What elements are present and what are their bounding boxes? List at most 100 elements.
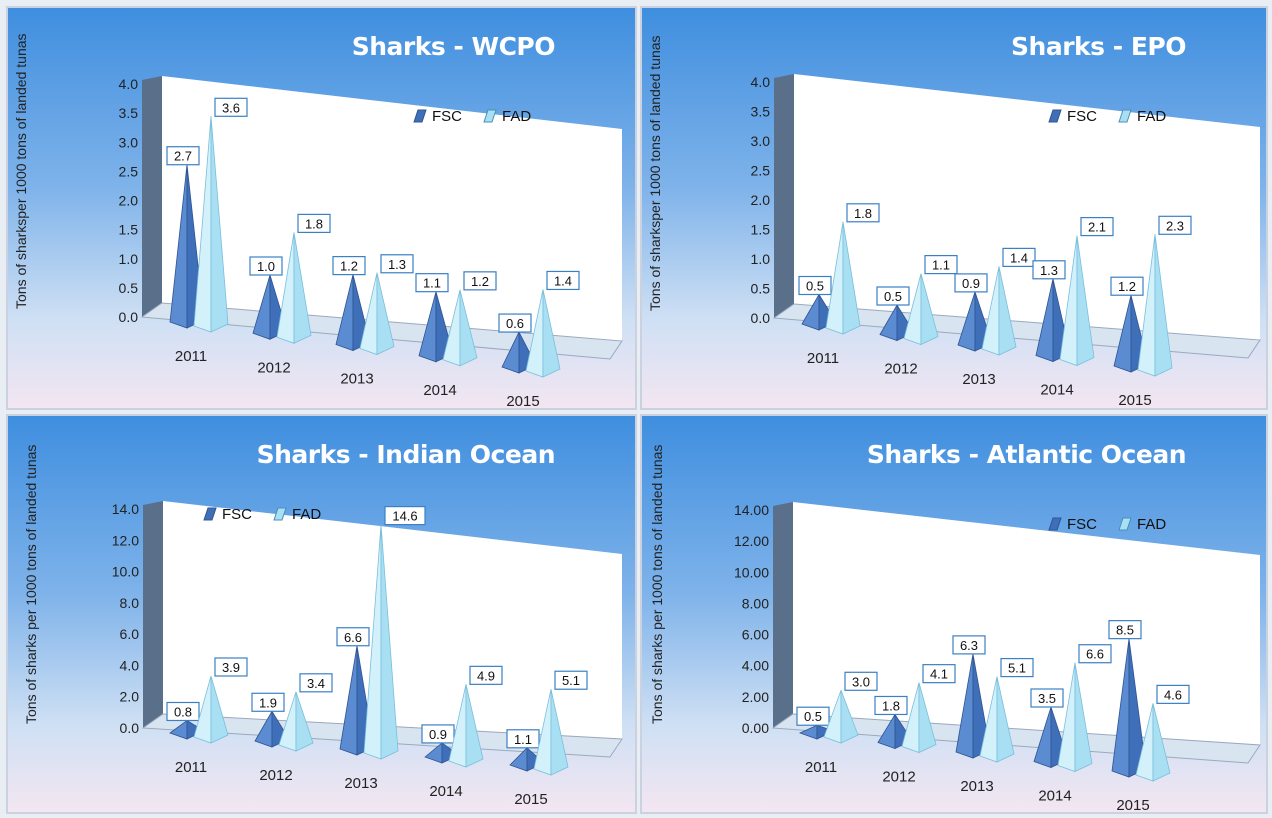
data-label: 3.9 xyxy=(214,657,248,677)
data-label-box xyxy=(214,657,248,677)
chart-title: Sharks - EPO xyxy=(1011,32,1186,61)
data-label: 2.7 xyxy=(166,146,200,166)
chart-plot-group: 0.00 2.00 4.00 6.00 8.00 10.00 12.00 14.00 0.5 3.… xyxy=(734,502,1261,812)
y-tick-label: 10.0 xyxy=(112,564,139,580)
y-axis-label: Tons of sharks per 1000 tons of landed t… xyxy=(649,445,685,724)
y-axis-label-text: Tons of sharks per 1000 tons of landed t… xyxy=(23,444,39,724)
plot-back-wall xyxy=(794,74,1260,340)
data-label: 4.6 xyxy=(1156,684,1190,704)
bar-fsc xyxy=(509,746,545,772)
data-label-text: 2.3 xyxy=(1166,218,1184,233)
data-label-box xyxy=(415,273,449,293)
data-label-text: 1.8 xyxy=(882,698,900,713)
data-label-text: 1.2 xyxy=(1118,279,1136,294)
data-label-box xyxy=(380,254,414,274)
y-tick-label: 6.00 xyxy=(742,627,769,643)
y-tick-label: 2.0 xyxy=(120,689,140,705)
data-label-box xyxy=(1002,247,1036,267)
data-label: 2.3 xyxy=(1158,215,1192,235)
plot-side-wall xyxy=(143,501,163,728)
y-axis-label-text: Tons of sharks per 1000 tons of landed t… xyxy=(649,444,665,724)
data-label: 4.1 xyxy=(922,664,956,684)
data-label-text: 5.1 xyxy=(562,673,580,688)
x-tick-label: 2015 xyxy=(1118,392,1151,409)
x-tick-label: 2011 xyxy=(807,350,839,367)
y-tick-label: 6.0 xyxy=(120,626,140,642)
data-label-text: 1.8 xyxy=(305,216,323,231)
data-label: 1.8 xyxy=(297,213,331,233)
chart-svg: 0.0 0.5 1.0 1.5 2.0 2.5 3.0 3.5 4.0 0.5 1.8 2011 0.5… xyxy=(751,74,1261,409)
chart-plot-group: 0.0 2.0 4.0 6.0 8.0 10.0 12.0 14.0 0.8 3.9 2011 1.9… xyxy=(112,501,623,808)
data-label: 0.8 xyxy=(166,701,200,722)
data-label: 1.4 xyxy=(1002,247,1036,267)
plot-side-wall xyxy=(773,502,793,728)
bar-face-right xyxy=(550,689,569,776)
data-label-text: 1.0 xyxy=(257,259,275,274)
legend-swatch-fad xyxy=(1118,109,1132,123)
data-label: 3.5 xyxy=(1030,688,1064,708)
data-label-text: 1.3 xyxy=(388,257,406,272)
y-tick-label: 2.5 xyxy=(119,163,139,179)
y-tick-label: 12.00 xyxy=(734,533,769,549)
y-tick-label: 2.0 xyxy=(119,193,139,209)
chart-title: Sharks - Indian Ocean xyxy=(256,440,556,469)
bar-face-right xyxy=(920,273,939,346)
legend: FSC FAD xyxy=(1048,108,1166,125)
data-label-box xyxy=(1000,657,1034,678)
data-label: 1.8 xyxy=(846,203,880,223)
data-label: 1.3 xyxy=(380,254,414,274)
legend-label: FAD xyxy=(1137,108,1166,125)
y-axis-label: Tons of sharksper 1000 tons of landed tu… xyxy=(647,35,683,311)
data-label: 3.4 xyxy=(299,673,333,693)
data-label-text: 3.5 xyxy=(1038,691,1056,706)
bar-face-right xyxy=(210,675,229,744)
y-tick-label: 2.00 xyxy=(742,689,769,705)
chart-plot-group: 0.0 0.5 1.0 1.5 2.0 2.5 3.0 3.5 4.0 2.7 3.6 2011 1.0… xyxy=(119,76,623,408)
legend-swatch-fsc xyxy=(203,507,217,521)
data-label: 6.6 xyxy=(336,627,370,647)
data-label: 0.5 xyxy=(798,275,832,296)
bar-fad xyxy=(442,289,478,367)
y-tick-label: 2.5 xyxy=(751,163,771,179)
legend: FSC FAD xyxy=(413,108,531,125)
y-tick-label: 0.00 xyxy=(742,720,769,736)
data-label-text: 6.6 xyxy=(1086,647,1104,662)
data-label-text: 1.4 xyxy=(554,273,572,288)
bar-fad xyxy=(979,676,1015,763)
y-tick-label: 12.0 xyxy=(112,532,139,548)
bar-fad xyxy=(1137,234,1173,377)
chart-svg: 0.00 2.00 4.00 6.00 8.00 10.00 12.00 14.00 0.5 3.… xyxy=(734,502,1261,812)
legend-label: FAD xyxy=(502,108,531,125)
x-tick-label: 2014 xyxy=(429,783,462,800)
data-label-box xyxy=(846,203,880,223)
y-axis-label: Tons of sharksper 1000 tons of landed tu… xyxy=(13,33,49,309)
x-tick-label: 2014 xyxy=(423,382,456,399)
bar-fad xyxy=(1135,703,1171,782)
data-label-text: 1.1 xyxy=(423,276,441,291)
data-label: 1.2 xyxy=(463,271,497,291)
data-label-box xyxy=(546,270,580,291)
data-label: 1.9 xyxy=(251,692,285,712)
legend-label: FAD xyxy=(292,506,321,523)
x-tick-label: 2014 xyxy=(1038,788,1071,805)
data-label-text: 1.1 xyxy=(932,258,950,273)
data-label-text: 0.9 xyxy=(962,276,980,291)
plot-back-wall xyxy=(793,502,1260,745)
data-label-box xyxy=(952,635,986,655)
chart-panel-wcpo: 0.0 0.5 1.0 1.5 2.0 2.5 3.0 3.5 4.0 2.7 3.6 2011 1.0… xyxy=(6,6,637,410)
data-label: 1.2 xyxy=(332,256,366,276)
bar-fsc xyxy=(169,164,205,329)
data-label: 1.8 xyxy=(874,695,908,716)
y-tick-label: 14.0 xyxy=(112,501,139,517)
data-label-text: 0.8 xyxy=(174,704,192,719)
y-axis-label-text: Tons of sharksper 1000 tons of landed tu… xyxy=(13,33,29,309)
bar-face-right xyxy=(376,272,395,356)
data-label-box xyxy=(922,664,956,684)
y-tick-label: 8.0 xyxy=(120,595,140,611)
data-label-text: 3.9 xyxy=(222,660,240,675)
data-label: 1.2 xyxy=(1110,276,1144,296)
y-tick-label: 4.0 xyxy=(119,76,139,92)
bar-fad xyxy=(1059,235,1095,367)
data-label: 3.0 xyxy=(844,671,878,691)
data-label-box xyxy=(332,256,366,276)
